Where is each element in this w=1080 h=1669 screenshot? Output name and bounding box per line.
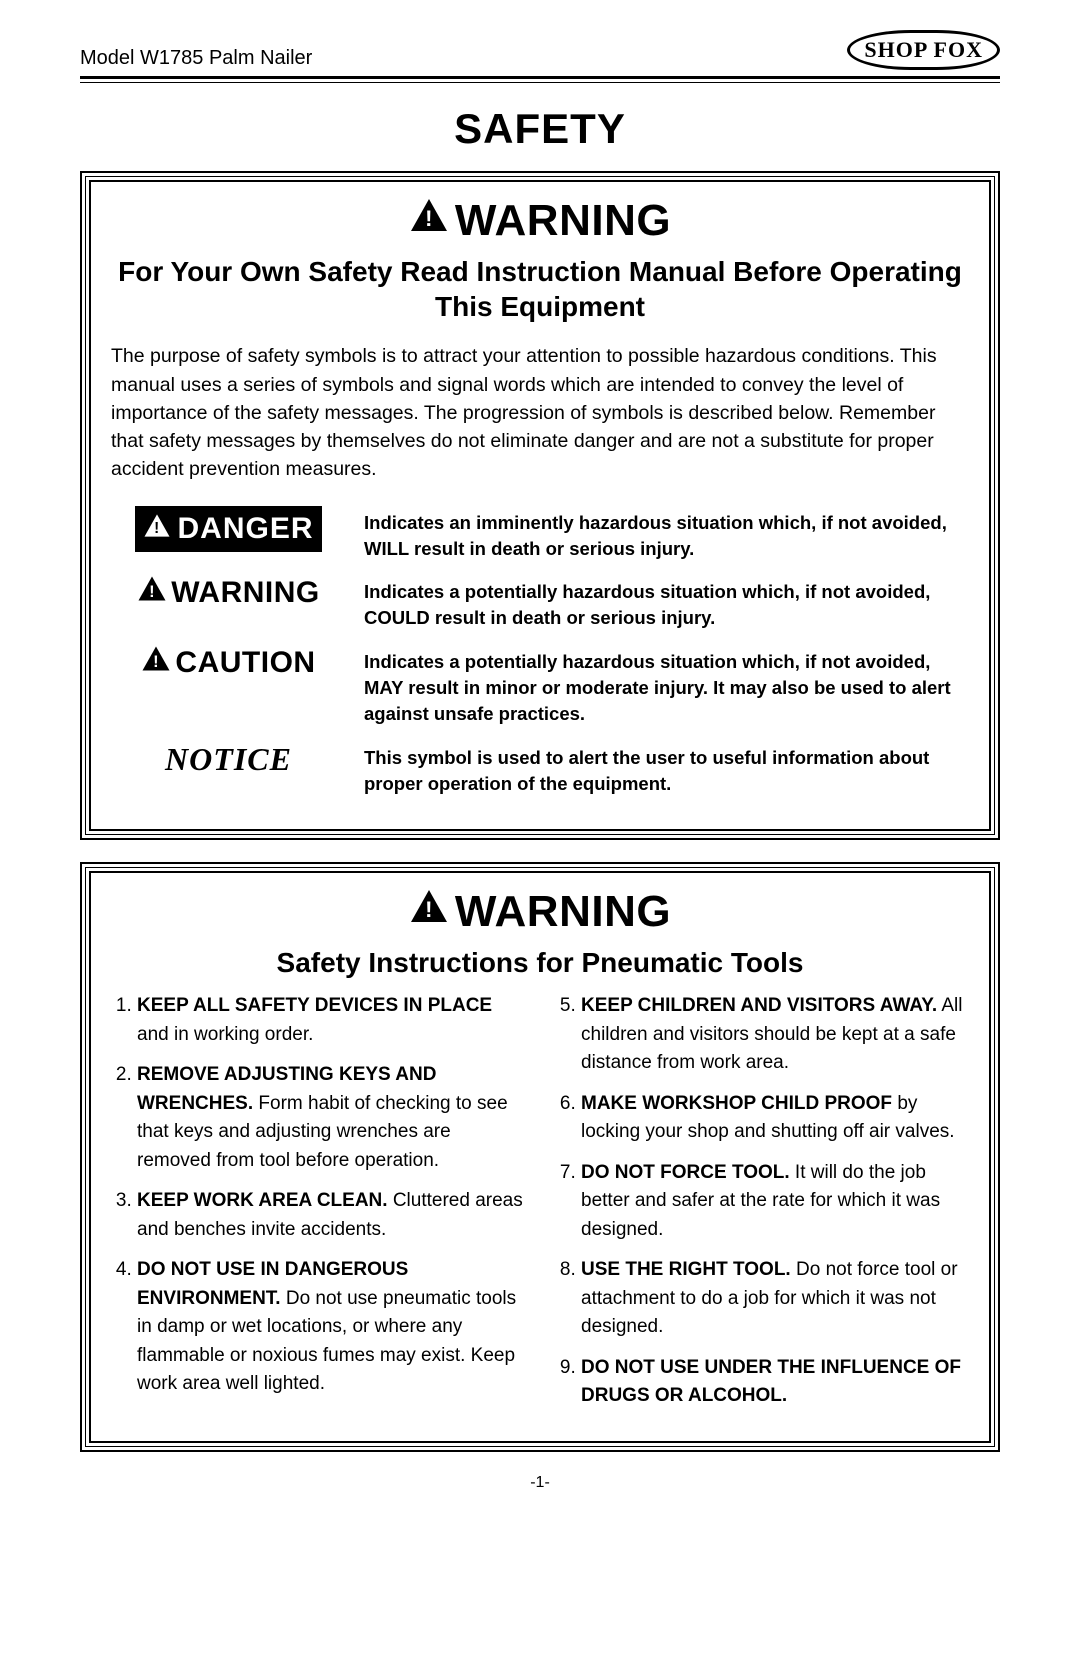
- item-lead: KEEP WORK AREA CLEAN.: [137, 1190, 388, 1211]
- box1-intro: The purpose of safety symbols is to attr…: [111, 342, 969, 483]
- instructions-col-left: KEEP ALL SAFETY DEVICES IN PLACE and in …: [111, 992, 525, 1423]
- page-title: SAFETY: [80, 105, 1000, 153]
- instructions-col-right: KEEP CHILDREN AND VISITORS AWAY. All chi…: [555, 992, 969, 1423]
- svg-text:!: !: [149, 583, 155, 601]
- alert-triangle-icon: !: [409, 194, 449, 244]
- svg-text:!: !: [153, 653, 159, 671]
- danger-text: DANGER: [177, 512, 313, 546]
- warning-text: WARNING: [171, 576, 320, 610]
- notice-desc: This symbol is used to alert the user to…: [364, 741, 969, 797]
- item-lead: KEEP ALL SAFETY DEVICES IN PLACE: [137, 995, 492, 1016]
- danger-label: ! DANGER: [111, 506, 346, 552]
- alert-triangle-icon: !: [409, 885, 449, 935]
- brand-logo: SHOP FOX: [847, 30, 1000, 70]
- caution-desc: Indicates a potentially hazardous situat…: [364, 645, 969, 727]
- caution-label: ! CAUTION: [111, 645, 346, 680]
- alert-triangle-icon: !: [143, 512, 171, 546]
- item-lead: MAKE WORKSHOP CHILD PROOF: [581, 1093, 892, 1114]
- warning-box-2: ! WARNING Safety Instructions for Pneuma…: [80, 862, 1000, 1452]
- instructions-columns: KEEP ALL SAFETY DEVICES IN PLACE and in …: [111, 992, 969, 1423]
- symbol-row-danger: ! DANGER Indicates an imminently hazardo…: [111, 506, 969, 562]
- warning-header-text: WARNING: [455, 196, 671, 245]
- svg-text:!: !: [155, 520, 161, 537]
- warning-header-2: ! WARNING: [111, 887, 969, 939]
- page-number: -1-: [80, 1474, 1000, 1492]
- model-label: Model W1785 Palm Nailer: [80, 47, 312, 70]
- item-rest: and in working order.: [137, 1024, 313, 1045]
- item-lead: DO NOT USE UNDER THE INFLUENCE OF DRUGS …: [581, 1357, 961, 1407]
- notice-label: NOTICE: [111, 741, 346, 778]
- list-item: MAKE WORKSHOP CHILD PROOF by locking you…: [581, 1090, 969, 1147]
- notice-text: NOTICE: [165, 741, 292, 777]
- item-lead: USE THE RIGHT TOOL.: [581, 1259, 791, 1280]
- symbol-row-notice: NOTICE This symbol is used to alert the …: [111, 741, 969, 797]
- list-item: USE THE RIGHT TOOL. Do not force tool or…: [581, 1256, 969, 1342]
- caution-text: CAUTION: [175, 646, 315, 680]
- symbol-row-caution: ! CAUTION Indicates a potentially hazard…: [111, 645, 969, 727]
- symbol-row-warning: ! WARNING Indicates a potentially hazard…: [111, 575, 969, 631]
- item-lead: KEEP CHILDREN AND VISITORS AWAY.: [581, 995, 937, 1016]
- alert-triangle-icon: !: [137, 575, 167, 610]
- warning-label: ! WARNING: [111, 575, 346, 610]
- alert-triangle-icon: !: [141, 645, 171, 680]
- list-item: DO NOT USE IN DANGEROUS ENVIRONMENT. Do …: [137, 1256, 525, 1399]
- list-item: DO NOT FORCE TOOL. It will do the job be…: [581, 1159, 969, 1245]
- list-item: KEEP ALL SAFETY DEVICES IN PLACE and in …: [137, 992, 525, 1049]
- danger-desc: Indicates an imminently hazardous situat…: [364, 506, 969, 562]
- svg-text:!: !: [425, 897, 433, 922]
- list-item: KEEP WORK AREA CLEAN. Cluttered areas an…: [137, 1187, 525, 1244]
- warning-desc: Indicates a potentially hazardous situat…: [364, 575, 969, 631]
- list-item: REMOVE ADJUSTING KEYS AND WRENCHES. Form…: [137, 1061, 525, 1175]
- item-lead: DO NOT FORCE TOOL.: [581, 1162, 790, 1183]
- warning-header-2-text: WARNING: [455, 887, 671, 936]
- box2-subheading: Safety Instructions for Pneumatic Tools: [111, 945, 969, 980]
- header-rule: [80, 76, 1000, 83]
- list-item: KEEP CHILDREN AND VISITORS AWAY. All chi…: [581, 992, 969, 1078]
- list-item: DO NOT USE UNDER THE INFLUENCE OF DRUGS …: [581, 1354, 969, 1411]
- warning-header-1: ! WARNING: [111, 196, 969, 248]
- svg-text:!: !: [425, 206, 433, 231]
- box1-subheading: For Your Own Safety Read Instruction Man…: [111, 254, 969, 324]
- page-header: Model W1785 Palm Nailer SHOP FOX: [80, 30, 1000, 70]
- warning-box-1: ! WARNING For Your Own Safety Read Instr…: [80, 171, 1000, 840]
